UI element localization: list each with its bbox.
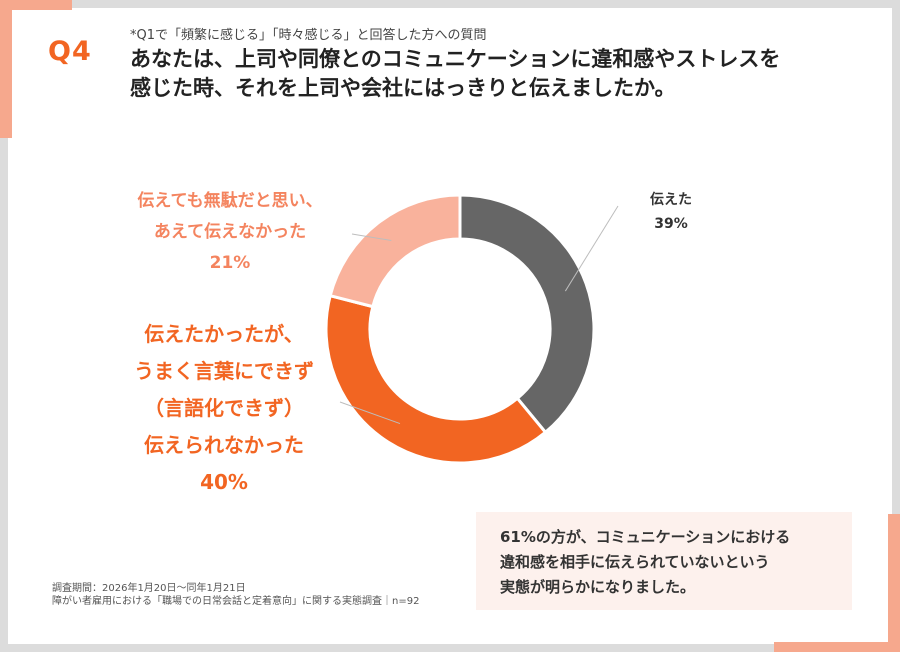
- label-no-use-pct: 21%: [209, 253, 251, 273]
- leader-told: [564, 205, 619, 292]
- label-no-use-line1: 伝えても無駄だと思い、: [137, 191, 323, 211]
- label-no-use-line2: あえて伝えなかった: [153, 222, 307, 242]
- footnote-survey: 障がい者雇用における「職場での日常会話と定着意向」に関する実態調査｜n=92: [52, 596, 420, 607]
- label-could-not-pct: 40%: [200, 470, 248, 494]
- corner-accent-bottom-right-h: [774, 642, 900, 652]
- label-could-not-line4: 伝えられなかった: [144, 433, 304, 457]
- corner-accent-top-left-h: [0, 0, 72, 10]
- label-could-not-line2: うまく言葉にできず: [134, 359, 314, 383]
- leader-no-use: [351, 233, 392, 241]
- conclusion-line2: 違和感を相手に伝えられていないという: [500, 553, 770, 571]
- footnote-period: 調査期間：2026年1月20日〜同年1月21日: [52, 583, 246, 594]
- question-title-line1: あなたは、上司や同僚とのコミュニケーションに違和感やストレスを: [130, 47, 781, 71]
- conclusion-box: 61%の方が、コミュニケーションにおける 違和感を相手に伝えられていないという …: [476, 512, 852, 610]
- label-could-not-line3: （言語化できず）: [144, 396, 304, 420]
- label-no-use: 伝えても無駄だと思い、 あえて伝えなかった 21%: [112, 186, 348, 279]
- slice-told: [458, 193, 596, 435]
- footnote: 調査期間：2026年1月20日〜同年1月21日 障がい者雇用における「職場での日…: [52, 582, 419, 608]
- question-title: あなたは、上司や同僚とのコミュニケーションに違和感やストレスを 感じた時、それを…: [130, 45, 850, 103]
- conclusion-line3: 実態が明らかになりました。: [500, 578, 696, 596]
- corner-accent-bottom-right: [888, 514, 900, 652]
- label-told-pct: 39%: [654, 216, 688, 232]
- label-told-text: 伝えた: [650, 192, 692, 208]
- leader-could-not: [339, 401, 401, 425]
- slice-could-not: [324, 293, 548, 465]
- conclusion-line1: 61%の方が、コミュニケーションにおける: [500, 528, 791, 546]
- label-told: 伝えた 39%: [636, 188, 706, 236]
- corner-accent-top-left: [0, 0, 12, 138]
- slice-no-use: [328, 193, 462, 309]
- question-note: *Q1で「頻繁に感じる」「時々感じる」と回答した方への質問: [130, 28, 487, 43]
- label-could-not-line1: 伝えたかったが、: [144, 322, 304, 346]
- question-title-line2: 感じた時、それを上司や会社にはっきりと伝えましたか。: [130, 76, 676, 100]
- question-number: Q4: [48, 36, 92, 67]
- label-could-not: 伝えたかったが、 うまく言葉にできず （言語化できず） 伝えられなかった 40%: [108, 316, 340, 501]
